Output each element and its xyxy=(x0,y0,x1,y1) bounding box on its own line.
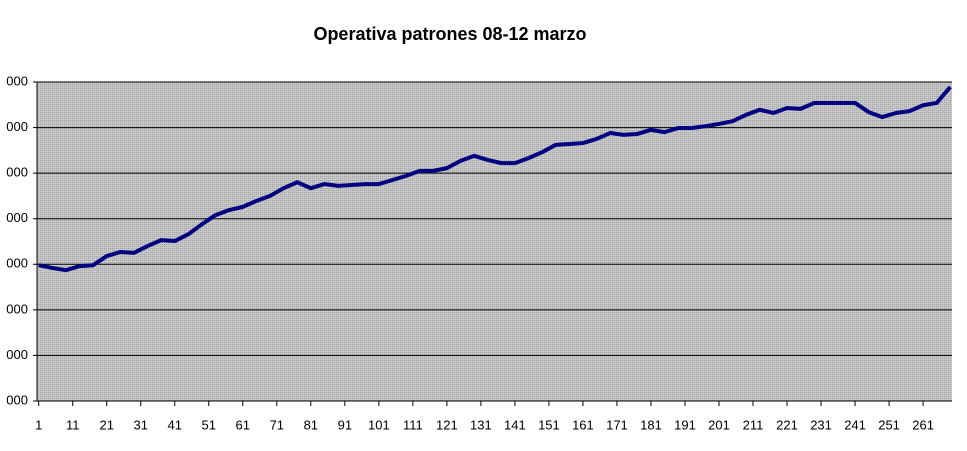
x-tick-label: 121 xyxy=(436,417,458,432)
y-tick-label: 000 xyxy=(6,392,28,407)
x-tick-label: 261 xyxy=(912,417,934,432)
x-tick-label: 11 xyxy=(66,417,80,432)
x-tick-label: 191 xyxy=(674,417,696,432)
chart-title: Operativa patrones 08-12 marzo xyxy=(313,24,586,44)
x-tick-label: 171 xyxy=(606,417,628,432)
data-line xyxy=(38,85,952,273)
x-tick-label: 231 xyxy=(810,417,832,432)
x-tick-label: 221 xyxy=(776,417,798,432)
x-tick-label: 151 xyxy=(538,417,560,432)
x-tick-label: 41 xyxy=(168,417,182,432)
x-tick-label: 181 xyxy=(640,417,662,432)
x-tick-label: 251 xyxy=(878,417,900,432)
y-tick-label: 000 xyxy=(6,347,28,362)
y-tick-label: 000 xyxy=(6,119,28,134)
x-tick-label: 241 xyxy=(844,417,866,432)
x-tick-label: 71 xyxy=(270,417,284,432)
x-tick-label: 211 xyxy=(743,417,764,432)
y-tick-label: 000 xyxy=(6,73,28,88)
x-tick-label: 61 xyxy=(236,417,250,432)
y-tick-label: 000 xyxy=(6,210,28,225)
x-tick-label: 131 xyxy=(470,417,492,432)
x-tick-label: 111 xyxy=(403,417,423,432)
x-tick-label: 1 xyxy=(35,417,42,432)
x-tick-label: 201 xyxy=(708,417,730,432)
x-tick-label: 51 xyxy=(202,417,216,432)
x-tick-label: 101 xyxy=(368,417,390,432)
y-tick-label: 000 xyxy=(6,301,28,316)
x-tick-label: 91 xyxy=(338,417,352,432)
x-tick-label: 81 xyxy=(304,417,318,432)
x-tick-label: 161 xyxy=(572,417,594,432)
y-tick-label: 000 xyxy=(6,165,28,180)
y-tick-label: 000 xyxy=(6,256,28,271)
x-tick-label: 141 xyxy=(504,417,526,432)
x-tick-label: 21 xyxy=(99,417,113,432)
plot-area xyxy=(37,82,952,401)
x-tick-label: 31 xyxy=(134,417,148,432)
